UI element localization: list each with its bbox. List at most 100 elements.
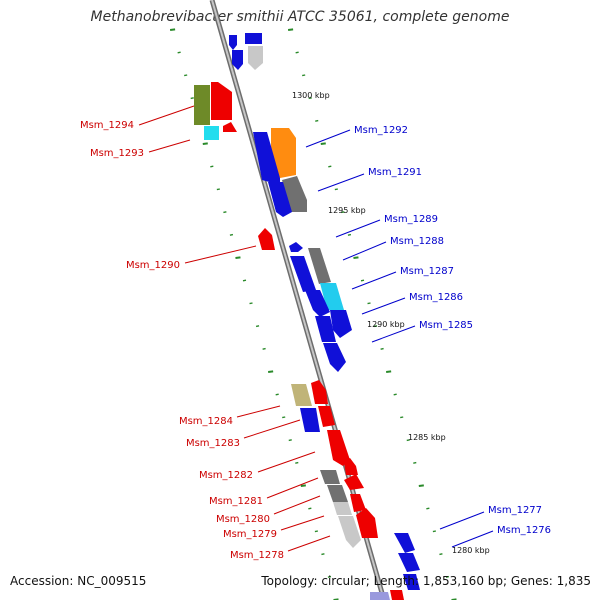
- gene-feature: [338, 516, 361, 548]
- gene-label-msm-1280: Msm_1280: [216, 514, 270, 525]
- scale-labels: 1300 kbp 1295 kbp 1290 kbp 1285 kbp 1280…: [292, 91, 490, 555]
- gene-label-msm-1286: Msm_1286: [409, 292, 463, 303]
- gene-feature: [290, 256, 316, 292]
- gene-label-msm-1292: Msm_1292: [354, 125, 408, 136]
- scale-tick: [347, 233, 352, 236]
- right-gene-labels: Msm_1292 Msm_1291 Msm_1289 Msm_1288 Msm_…: [305, 125, 551, 548]
- scale-label-1295: 1295 kbp: [328, 206, 366, 215]
- gene-feature: [223, 122, 237, 132]
- gene-label-msm-1283: Msm_1283: [186, 438, 240, 449]
- gene-feature: [344, 474, 364, 490]
- map-title: Methanobrevibacter smithii ATCC 35061, c…: [90, 9, 510, 25]
- gene-feature: [394, 533, 415, 553]
- scale-tick: [223, 211, 227, 214]
- scale-tick: [418, 484, 424, 487]
- scale-tick: [341, 211, 345, 214]
- scale-label-1280: 1280 kbp: [452, 546, 490, 555]
- gene-label-msm-1293: Msm_1293: [90, 148, 144, 159]
- gene-feature: [356, 508, 378, 538]
- scale-tick: [445, 575, 450, 578]
- gene-feature: [229, 35, 237, 50]
- scale-tick: [327, 575, 332, 578]
- scale-label-1300: 1300 kbp: [292, 91, 330, 100]
- scale-tick: [295, 51, 299, 54]
- gene-feature: [289, 242, 303, 252]
- scale-tick: [300, 484, 306, 487]
- scale-tick: [216, 188, 220, 191]
- gene-feature: [311, 380, 328, 404]
- scale-tick: [334, 188, 338, 191]
- gene-feature: [253, 132, 280, 185]
- gene-label-msm-1291: Msm_1291: [368, 167, 422, 178]
- gene-label-msm-1294: Msm_1294: [80, 120, 134, 131]
- gene-feature: [350, 494, 366, 512]
- gene-feature: [232, 50, 243, 70]
- gene-feature: [211, 82, 232, 120]
- genome-summary-text: Topology: circular; Length: 1,853,160 bp…: [261, 574, 591, 588]
- scale-tick: [328, 165, 332, 168]
- gene-label-msm-1284: Msm_1284: [179, 416, 233, 427]
- gene-feature: [323, 343, 346, 372]
- gene-feature: [204, 126, 219, 140]
- scale-tick: [210, 165, 214, 168]
- scale-tick: [229, 233, 234, 236]
- gene-feature: [194, 85, 210, 125]
- scale-tick: [400, 416, 404, 419]
- scale-tick: [360, 279, 365, 282]
- gene-label-msm-1289: Msm_1289: [384, 214, 438, 225]
- gene-label-msm-1287: Msm_1287: [400, 266, 454, 277]
- gene-feature: [333, 502, 352, 515]
- scale-tick: [282, 416, 286, 419]
- scale-tick: [353, 256, 359, 259]
- gene-label-msm-1278: Msm_1278: [230, 550, 284, 561]
- accession-text: Accession: NC_009515: [10, 574, 147, 588]
- gene-feature: [258, 228, 275, 250]
- scale-tick: [275, 393, 279, 396]
- gene-feature: [344, 458, 358, 475]
- gene-feature: [308, 248, 331, 284]
- gene-label-msm-1282: Msm_1282: [199, 470, 253, 481]
- scale-tick: [367, 302, 371, 305]
- scale-ticks: [169, 28, 457, 600]
- scale-tick: [268, 370, 274, 373]
- gene-feature: [327, 485, 348, 502]
- scale-tick: [314, 530, 319, 533]
- scale-tick: [320, 142, 326, 145]
- scale-tick: [308, 97, 312, 100]
- scale-tick: [169, 28, 176, 31]
- scale-tick: [242, 279, 247, 282]
- scale-tick: [432, 530, 437, 533]
- scale-tick: [235, 256, 241, 259]
- scale-label-1285: 1285 kbp: [408, 433, 446, 442]
- gene-feature: [398, 553, 420, 572]
- gene-feature: [330, 310, 352, 338]
- left-gene-labels: Msm_1294 Msm_1293 Msm_1290 Msm_1284 Msm_…: [80, 105, 331, 561]
- gene-feature: [248, 46, 263, 70]
- gene-feature: [390, 590, 404, 600]
- scale-tick: [373, 325, 378, 328]
- gene-feature: [327, 430, 350, 466]
- gene-label-msm-1277: Msm_1277: [488, 505, 542, 516]
- scale-tick: [190, 97, 194, 100]
- gene-label-msm-1281: Msm_1281: [209, 496, 263, 507]
- gene-feature: [291, 384, 312, 406]
- gene-label-msm-1276: Msm_1276: [497, 525, 551, 536]
- scale-tick: [288, 439, 292, 442]
- scale-tick: [380, 347, 384, 350]
- scale-tick: [262, 347, 266, 350]
- gene-label-msm-1288: Msm_1288: [390, 236, 444, 247]
- scale-tick: [386, 370, 392, 373]
- scale-tick: [295, 461, 299, 464]
- gene-label-msm-1279: Msm_1279: [223, 529, 277, 540]
- scale-tick: [439, 553, 443, 556]
- scale-label-1290: 1290 kbp: [367, 320, 405, 329]
- gene-feature: [268, 182, 292, 217]
- gene-feature: [245, 33, 262, 44]
- scale-tick: [255, 325, 260, 328]
- scale-tick: [302, 74, 306, 77]
- gene-feature: [403, 574, 420, 590]
- scale-tick: [406, 439, 410, 442]
- gene-feature: [271, 128, 296, 178]
- scale-tick: [287, 28, 294, 31]
